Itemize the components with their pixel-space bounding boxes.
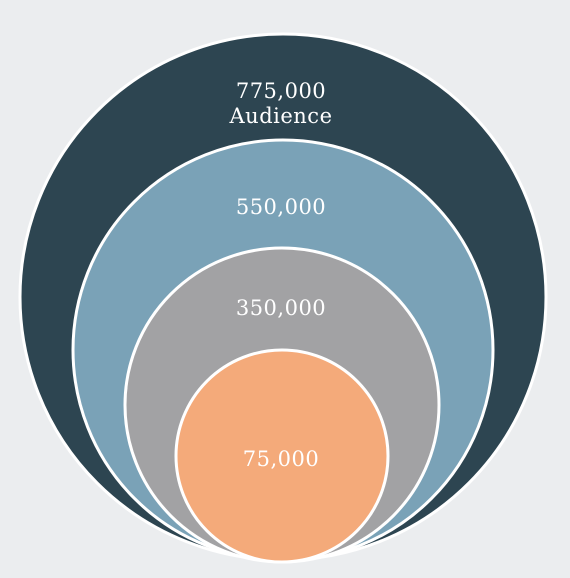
ring-inner-value: 75,000: [243, 447, 319, 471]
ring-third-value: 350,000: [236, 296, 326, 320]
ring-inner: [174, 348, 390, 564]
ring-second-value: 550,000: [236, 195, 326, 219]
ring-outer-label: Audience: [229, 104, 333, 128]
ring-outer-value: 775,000: [236, 79, 326, 103]
